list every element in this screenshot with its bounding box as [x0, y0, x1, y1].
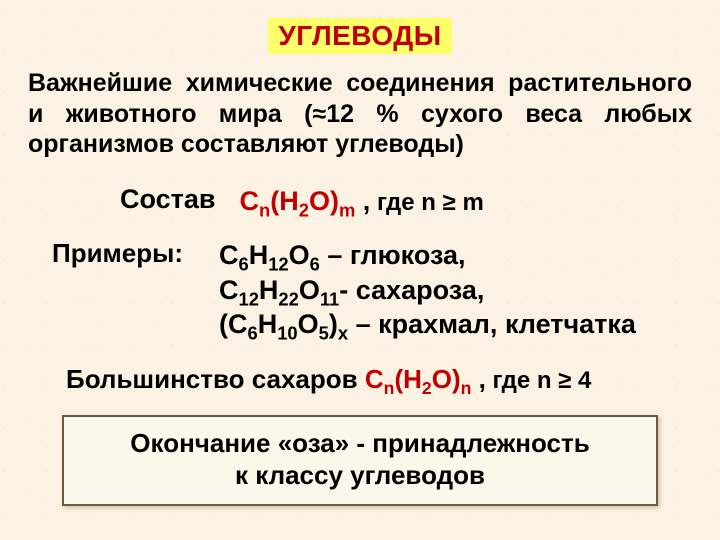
m-h2o: (H — [394, 364, 421, 394]
example-item: C12H22O11- сахароза, — [219, 273, 636, 308]
footer-box: Окончание «оза» - принадлежность к класс… — [62, 415, 658, 506]
f-h2o: (H — [270, 186, 299, 216]
slide-title: УГЛЕВОДЫ — [268, 18, 451, 54]
f-comma: , — [355, 186, 370, 216]
e1-s2: 12 — [268, 254, 288, 275]
intro-paragraph: Важнейшие химические соединения расти­те… — [28, 68, 692, 160]
e2-s3: 11 — [320, 288, 339, 309]
e3-name: – крахмал, клетчатка — [348, 309, 636, 339]
e2-name: - сахароза, — [339, 275, 484, 305]
e3-s3: 5 — [319, 323, 329, 344]
e3-o: O — [298, 309, 319, 339]
m-sub-n2: n — [461, 378, 472, 398]
cond-suf: m — [462, 189, 483, 216]
examples-label: Примеры: — [52, 238, 183, 269]
m-sub-n1: n — [384, 378, 395, 398]
e2-s2: 22 — [278, 288, 298, 309]
e3-c: (C — [219, 309, 248, 339]
m-c: C — [365, 364, 384, 394]
e3-h: H — [258, 309, 278, 339]
e1-h: H — [249, 240, 269, 270]
e3-paren: ) — [329, 309, 338, 339]
e1-o: O — [289, 240, 310, 270]
e3-sx: x — [338, 323, 348, 344]
e1-s3: 6 — [310, 254, 320, 275]
fb-b: «оза» — [278, 428, 350, 458]
slide: УГЛЕВОДЫ Важнейшие химические соединения… — [0, 0, 720, 506]
mc-val: 4 — [578, 367, 591, 394]
f-sub-2: 2 — [299, 199, 309, 220]
e2-h: H — [259, 275, 279, 305]
mc-pre: где n — [486, 367, 552, 394]
majority-condition: где n ≥ 4 — [486, 367, 592, 394]
e2-c: C — [219, 275, 239, 305]
m-comma: , — [471, 364, 485, 394]
majority-formula: Cn(H2O)n — [365, 364, 472, 394]
title-container: УГЛЕВОДЫ — [28, 18, 692, 54]
e2-s1: 12 — [239, 288, 259, 309]
composition-label: Состав — [120, 184, 216, 219]
e2-o: O — [299, 275, 320, 305]
examples-list: C6H12O6 – глюкоза, C12H22O11- сахароза, … — [219, 238, 636, 342]
majority-line: Большинство сахаров Cn(H2O)n , где n ≥ 4 — [66, 364, 692, 395]
mc-geq: ≥ — [552, 367, 579, 394]
example-item: (C6H10O5)x – крахмал, клетчатка — [219, 307, 636, 342]
e3-s1: 6 — [248, 323, 258, 344]
fb-a: Окончание — [130, 428, 277, 458]
cond-geq: ≥ — [436, 189, 463, 216]
m-sub-2: 2 — [422, 378, 432, 398]
e1-c: C — [219, 240, 239, 270]
f-o: O) — [309, 186, 339, 216]
f-sub-n: n — [259, 199, 270, 220]
f-c: C — [240, 186, 260, 216]
maj-pre: Большинство сахаров — [66, 364, 365, 394]
m-o: O) — [432, 364, 461, 394]
e3-s2: 10 — [277, 323, 297, 344]
examples-row: Примеры: C6H12O6 – глюкоза, C12H22O11- с… — [52, 238, 692, 342]
composition-condition: где n ≥ m — [370, 189, 484, 216]
composition-row: Состав Cn(H2O)m , где n ≥ m — [120, 184, 692, 219]
f-sub-m: m — [339, 199, 355, 220]
composition-formula: Cn(H2O)m , где n ≥ m — [240, 184, 484, 219]
approx-symbol: ≈ — [313, 100, 327, 128]
formula-red: Cn(H2O)m — [240, 186, 356, 216]
cond-pre: где n — [370, 189, 436, 216]
footer-line-1: Окончание «оза» - принадлежность — [72, 427, 648, 460]
example-item: C6H12O6 – глюкоза, — [219, 238, 636, 273]
fb-c: - принадлежность — [349, 428, 590, 458]
e1-s1: 6 — [239, 254, 249, 275]
e1-name: – глюкоза, — [320, 240, 466, 270]
footer-line-2: к классу углеводов — [72, 459, 648, 492]
